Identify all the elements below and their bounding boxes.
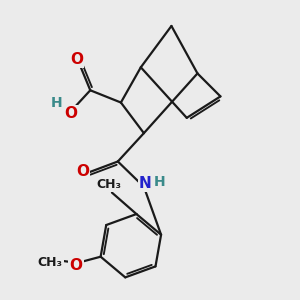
Text: O: O xyxy=(70,52,83,67)
Text: CH₃: CH₃ xyxy=(38,256,63,268)
Text: H: H xyxy=(51,95,62,110)
Text: O: O xyxy=(70,258,83,273)
Text: N: N xyxy=(139,176,152,191)
Text: CH₃: CH₃ xyxy=(96,178,122,191)
Text: O: O xyxy=(64,106,77,121)
Text: O: O xyxy=(76,164,89,179)
Text: H: H xyxy=(153,175,165,189)
